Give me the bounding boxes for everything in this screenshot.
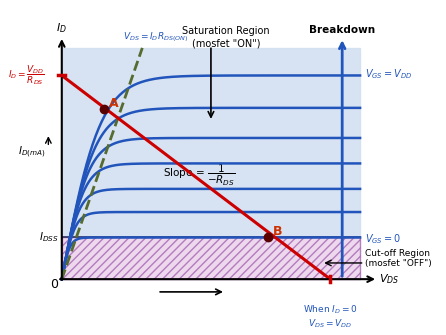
Text: $V_{GS} = V_{DD}$: $V_{GS} = V_{DD}$ <box>364 67 412 81</box>
Text: $V_{GS} = 0$: $V_{GS} = 0$ <box>364 232 401 246</box>
Text: $V_{DS}$: $V_{DS}$ <box>380 272 400 286</box>
Text: Breakdown: Breakdown <box>309 25 375 35</box>
Text: 0: 0 <box>50 278 58 291</box>
Text: Saturation Region
(mosfet "ON"): Saturation Region (mosfet "ON") <box>182 26 270 48</box>
Text: $V_{DS} = I_D R_{DS(ON)}$: $V_{DS} = I_D R_{DS(ON)}$ <box>123 30 188 44</box>
Text: $I_D$: $I_D$ <box>56 21 67 35</box>
Text: Slope = $\dfrac{1}{-R_{DS}}$: Slope = $\dfrac{1}{-R_{DS}}$ <box>163 162 235 188</box>
Text: $I_D = \dfrac{V_{DD}}{R_{DS}}$: $I_D = \dfrac{V_{DD}}{R_{DS}}$ <box>8 64 45 87</box>
Text: B: B <box>273 225 282 238</box>
Text: $I_{DSS}$: $I_{DSS}$ <box>38 230 58 245</box>
Text: Cut-off Region
(mosfet "OFF"): Cut-off Region (mosfet "OFF") <box>364 249 431 268</box>
Text: A: A <box>109 97 119 110</box>
Text: When $I_D = 0$
$V_{DS} = V_{DD}$: When $I_D = 0$ $V_{DS} = V_{DD}$ <box>303 304 358 330</box>
Text: $I_{D(mA)}$: $I_{D(mA)}$ <box>18 144 45 159</box>
Polygon shape <box>62 48 360 238</box>
